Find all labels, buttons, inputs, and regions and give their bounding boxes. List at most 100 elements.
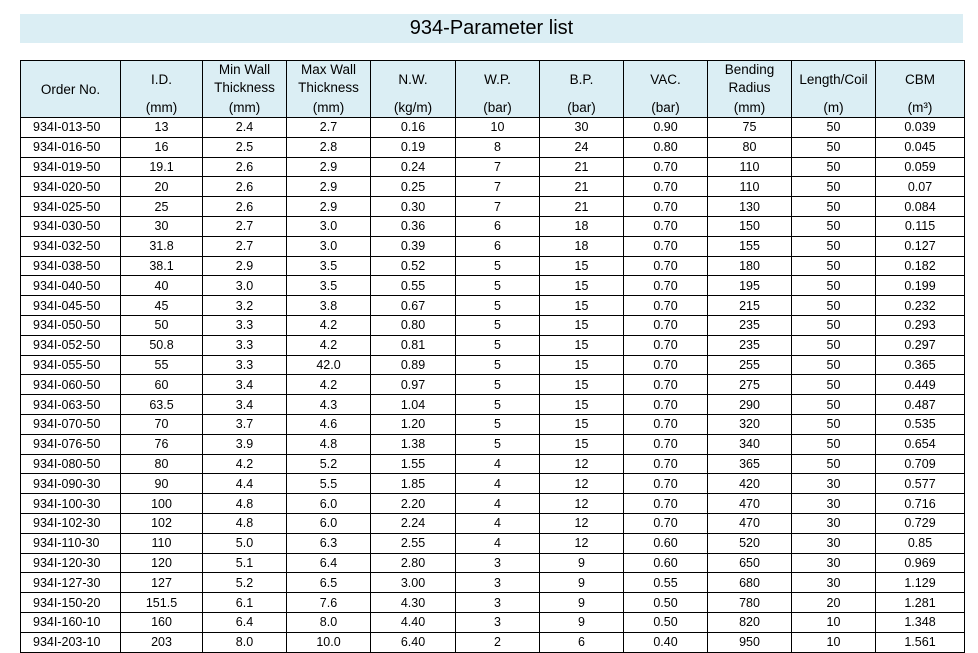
table-cell: 150	[707, 215, 792, 237]
table-cell: 50	[791, 314, 876, 336]
table-cell: 50	[791, 196, 876, 217]
table-cell: 10	[791, 631, 876, 653]
column-header-label: Min Wall	[218, 62, 271, 77]
order-number-cell: 934I-045-50	[20, 295, 121, 316]
table-cell: 0.716	[875, 493, 965, 514]
table-cell: 0.115	[875, 215, 965, 237]
table-cell: 0.70	[623, 354, 708, 376]
table-cell: 0.449	[875, 374, 965, 396]
table-cell: 12	[539, 453, 624, 475]
table-cell: 2.9	[286, 156, 371, 178]
order-number-cell: 934I-020-50	[20, 176, 121, 198]
table-cell: 4.3	[286, 394, 371, 415]
column-header: Length/Coil	[791, 60, 876, 97]
table-cell: 950	[707, 631, 792, 653]
order-number-cell: 934I-203-10	[20, 631, 121, 653]
table-cell: 680	[707, 572, 792, 594]
table-cell: 0.293	[875, 314, 965, 336]
table-cell: 3.4	[202, 374, 287, 396]
table-cell: 0.70	[623, 433, 708, 455]
table-row: 934I-019-50 19.1 2.6 2.9 0.24 7 21 0.70 110 50 0.0…	[20, 156, 965, 178]
table-cell: 0.70	[623, 215, 708, 237]
table-cell: 5.5	[286, 473, 371, 495]
table-cell: 2.9	[202, 255, 287, 277]
table-cell: 470	[707, 512, 792, 534]
table-cell: 3	[455, 572, 540, 594]
table-row: 934I-120-30 120 5.1 6.4 2.80 3 9 0.60 650 30 0.969	[20, 552, 965, 574]
table-row: 934I-055-50 55 3.3 42.0 0.89 5 15 0.70 255 50 0.36…	[20, 354, 965, 376]
order-number-cell: 934I-016-50	[20, 136, 121, 158]
table-row: 934I-102-30 102 4.8 6.0 2.24 4 12 0.70 470 30 0.72…	[20, 512, 965, 534]
table-cell: 3.7	[202, 413, 287, 435]
table-cell: 2.9	[286, 196, 371, 217]
table-cell: 0.70	[623, 334, 708, 356]
table-cell: 1.129	[875, 572, 965, 594]
table-cell: 2.55	[370, 532, 456, 554]
table-cell: 3.3	[202, 354, 287, 376]
table-cell: 151.5	[120, 592, 203, 613]
table-cell: 0.89	[370, 354, 456, 376]
table-row: 934I-110-30 110 5.0 6.3 2.55 4 12 0.60 520 30 0.85	[20, 532, 965, 554]
column-header: Order No.	[20, 60, 121, 118]
table-cell: 650	[707, 552, 792, 574]
column-unit-label: (mm)	[228, 99, 261, 115]
order-number-cell: 934I-019-50	[20, 156, 121, 178]
table-cell: 18	[539, 215, 624, 237]
order-number-cell: 934I-040-50	[20, 275, 121, 297]
table-cell: 7	[455, 156, 540, 178]
table-cell: 3.0	[202, 275, 287, 297]
table-cell: 0.70	[623, 473, 708, 495]
table-cell: 2.4	[202, 117, 287, 138]
table-cell: 203	[120, 631, 203, 653]
table-cell: 2.5	[202, 136, 287, 158]
order-number-cell: 934I-120-30	[20, 552, 121, 574]
table-cell: 120	[120, 552, 203, 574]
column-header: I.D.	[120, 60, 203, 97]
table-cell: 4	[455, 473, 540, 495]
table-cell: 2	[455, 631, 540, 653]
table-row: 934I-025-50 25 2.6 2.9 0.30 7 21 0.70 130 50 0.084	[20, 196, 965, 217]
table-cell: 0.80	[623, 136, 708, 158]
table-cell: 155	[707, 235, 792, 257]
table-cell: 4.8	[202, 512, 287, 534]
table-cell: 2.6	[202, 196, 287, 217]
table-cell: 0.36	[370, 215, 456, 237]
table-cell: 0.70	[623, 413, 708, 435]
table-cell: 3.3	[202, 314, 287, 336]
table-cell: 9	[539, 572, 624, 594]
table-row: 934I-160-10 160 6.4 8.0 4.40 3 9 0.50 820 10 1.348	[20, 611, 965, 633]
column-unit-label: (kg/m)	[393, 99, 433, 115]
table-cell: 6	[455, 215, 540, 237]
column-unit: (mm)	[202, 97, 287, 118]
table-row: 934I-032-50 31.8 2.7 3.0 0.39 6 18 0.70 155 50 0.1…	[20, 235, 965, 257]
table-cell: 50	[791, 235, 876, 257]
table-row: 934I-020-50 20 2.6 2.9 0.25 7 21 0.70 110 50 0.07	[20, 176, 965, 198]
table-cell: 15	[539, 314, 624, 336]
table-cell: 5	[455, 433, 540, 455]
table-cell: 6	[455, 235, 540, 257]
table-cell: 0.39	[370, 235, 456, 257]
page-title-text: 934-Parameter list	[409, 17, 574, 39]
table-cell: 10	[455, 117, 540, 138]
table-cell: 5	[455, 295, 540, 316]
column-unit: (kg/m)	[370, 97, 456, 118]
table-cell: 0.039	[875, 117, 965, 138]
table-cell: 0.297	[875, 334, 965, 356]
table-cell: 0.70	[623, 512, 708, 534]
table-cell: 320	[707, 413, 792, 435]
column-unit-label: (bar)	[483, 99, 512, 115]
table-cell: 63.5	[120, 394, 203, 415]
table-cell: 820	[707, 611, 792, 633]
table-cell: 0.70	[623, 255, 708, 277]
table-cell: 0.654	[875, 433, 965, 455]
table-cell: 50	[791, 156, 876, 178]
table-cell: 5.2	[286, 453, 371, 475]
table-cell: 127	[120, 572, 203, 594]
table-cell: 15	[539, 354, 624, 376]
table-cell: 255	[707, 354, 792, 376]
table-cell: 0.70	[623, 176, 708, 198]
table-cell: 20	[120, 176, 203, 198]
order-number-cell: 934I-063-50	[20, 394, 121, 415]
table-cell: 4	[455, 512, 540, 534]
table-cell: 0.52	[370, 255, 456, 277]
